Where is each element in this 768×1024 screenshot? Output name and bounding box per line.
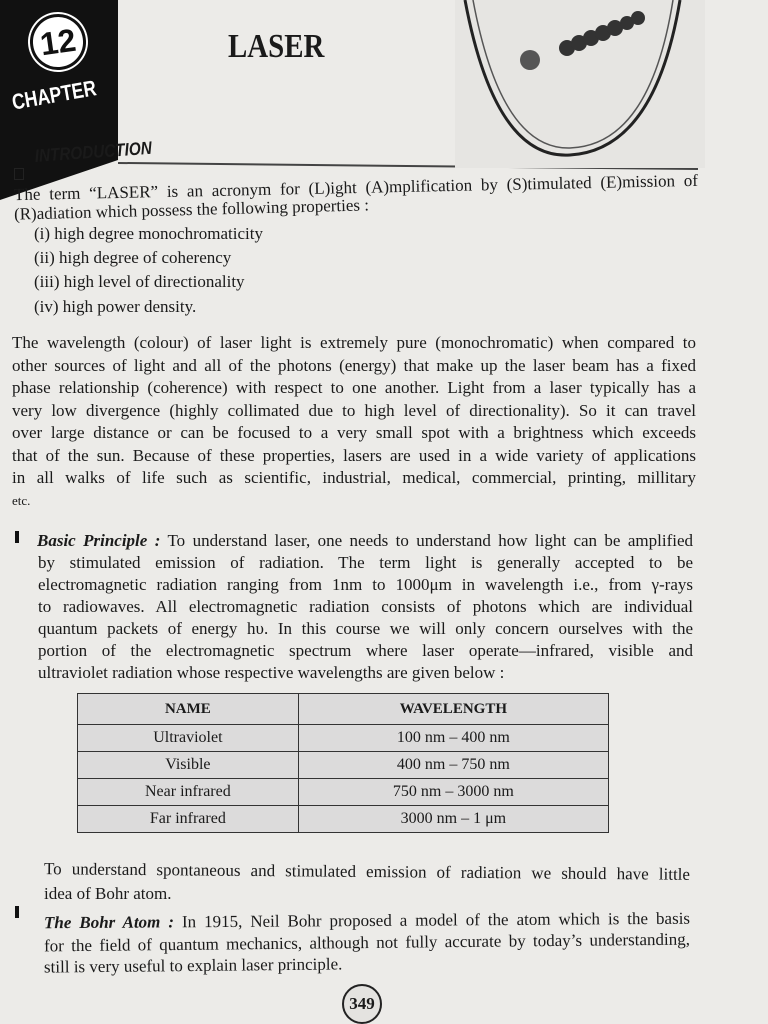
table-cell: Visible <box>77 751 299 779</box>
paragraph-line: in all walks of life such as scientific,… <box>12 468 696 487</box>
basic-principle-line: Basic Principle : To understand laser, o… <box>37 531 693 551</box>
bullet-marker <box>15 906 19 918</box>
bohr-atom-line: The Bohr Atom : In 1915, Neil Bohr propo… <box>44 909 690 934</box>
basic-principle-line: to radiowaves. All electromagnetic radia… <box>38 597 693 616</box>
property-item: (ii) high degree of coherency <box>34 248 232 267</box>
table-cell: 400 nm – 750 nm <box>297 751 610 779</box>
paragraph-line: phase relationship (coherence) with resp… <box>12 378 696 397</box>
page-number: 349 <box>342 984 382 1024</box>
basic-principle-line: portion of the electromagnetic spectrum … <box>38 641 693 660</box>
basic-principle-text: To understand laser, one needs to unders… <box>167 531 693 550</box>
paragraph-line: The wavelength (colour) of laser light i… <box>12 333 696 352</box>
basic-principle-label: Basic Principle : <box>37 531 161 550</box>
column-header: NAME <box>77 693 299 725</box>
table-cell: 3000 nm – 1 μm <box>297 805 610 833</box>
bohr-atom-line: still is very useful to explain laser pr… <box>43 954 343 977</box>
column-header: WAVELENGTH <box>297 693 610 725</box>
newtons-cradle-illustration <box>455 0 705 168</box>
basic-principle-line: ultraviolet radiation whose respective w… <box>38 663 505 682</box>
table-row: Far infrared 3000 nm – 1 μm <box>77 805 610 833</box>
paragraph-line: very low divergence (highly collimated d… <box>12 400 696 420</box>
bohr-atom-text: In 1915, Neil Bohr proposed a model of t… <box>181 908 691 932</box>
table-cell: 100 nm – 400 nm <box>297 724 610 752</box>
basic-principle-line: quantum packets of energy hυ. In this co… <box>38 619 693 638</box>
table-cell: Far infrared <box>77 805 299 833</box>
paragraph-line: that of the sun. Because of these proper… <box>12 445 696 465</box>
table-header-row: NAME WAVELENGTH <box>77 693 610 725</box>
table-row: Near infrared 750 nm – 3000 nm <box>77 778 610 806</box>
property-item: (iii) high level of directionality <box>34 272 245 291</box>
wavelength-table: NAME WAVELENGTH Ultraviolet 100 nm – 400 n… <box>77 693 610 833</box>
table-cell: 750 nm – 3000 nm <box>297 778 610 806</box>
property-item: (i) high degree monochromaticity <box>34 224 263 243</box>
bullet-marker <box>15 531 19 543</box>
chapter-title: LASER <box>228 28 325 65</box>
bohr-intro-line: To understand spontaneous and stimulated… <box>43 859 691 884</box>
bohr-intro-line: idea of Bohr atom. <box>44 884 172 903</box>
basic-principle-line: by stimulated emission of radiation. The… <box>38 553 693 572</box>
bohr-atom-label: The Bohr Atom : <box>43 912 175 933</box>
paragraph-line: etc. <box>12 492 31 508</box>
basic-principle-line: electromagnetic radiation ranging from 1… <box>38 575 693 594</box>
table-row: Visible 400 nm – 750 nm <box>77 751 610 779</box>
paragraph-line: over large distance or can be focused to… <box>12 423 696 442</box>
table-cell: Ultraviolet <box>77 724 299 752</box>
table-row: Ultraviolet 100 nm – 400 nm <box>77 724 610 752</box>
section-box-icon <box>14 168 24 180</box>
table-cell: Near infrared <box>77 778 299 806</box>
bohr-atom-line: for the field of quantum mechanics, alth… <box>43 929 691 956</box>
paragraph-line: other sources of light and all of the ph… <box>12 355 696 375</box>
property-item: (iv) high power density. <box>34 297 197 316</box>
